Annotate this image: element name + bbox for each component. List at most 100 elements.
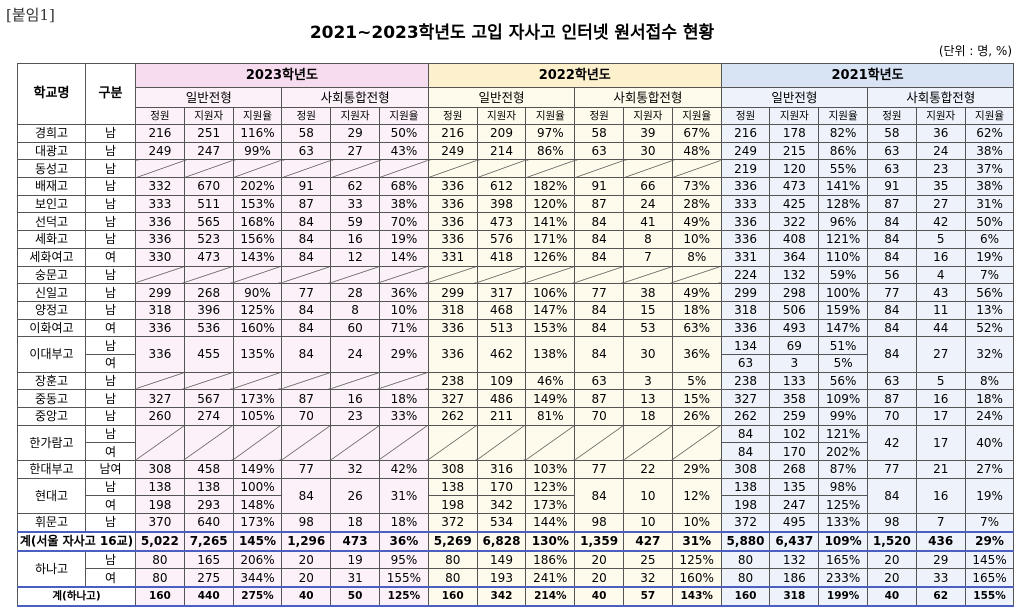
- empty-cell: [281, 159, 332, 179]
- empty-cell: [574, 424, 624, 462]
- data-cell: 149%: [525, 389, 576, 408]
- gender: 남: [85, 230, 136, 249]
- data-cell: 7,265: [183, 530, 234, 552]
- data-cell: 138: [183, 477, 234, 497]
- header-year: 2021학년도: [720, 63, 1015, 88]
- data-cell: 81%: [525, 407, 576, 426]
- data-cell: 77: [867, 283, 917, 302]
- data-cell: 116%: [232, 124, 283, 143]
- data-cell: 178: [769, 124, 820, 143]
- data-cell: 29: [330, 124, 380, 143]
- table-row: 중앙고 남 260 274 105% 70 23 33% 262 211 81% 70 18 26% 262…: [17, 407, 1015, 426]
- data-cell: 259: [769, 407, 820, 426]
- data-cell: 145%: [964, 549, 1015, 570]
- table-row: 선덕고 남 336 565 168% 84 59 70% 336 473 141% 84 41 49% 33…: [17, 212, 1015, 232]
- gender: 남: [85, 336, 136, 355]
- data-cell: 159%: [818, 300, 869, 320]
- header-column: 지원자: [183, 107, 234, 125]
- data-cell: 70%: [378, 212, 429, 232]
- data-cell: 30: [623, 141, 673, 161]
- data-cell: 1,520: [867, 530, 917, 552]
- data-cell: 173%: [232, 513, 283, 533]
- data-cell: 58: [574, 124, 624, 143]
- empty-cell: [232, 265, 283, 285]
- data-cell: 39: [623, 124, 673, 143]
- data-cell: 32: [623, 568, 673, 588]
- data-cell: 84: [867, 318, 917, 338]
- data-cell: 77: [574, 283, 624, 302]
- table-row: 세화여고 여 330 473 143% 84 12 14% 331 418 126% 84 7 8% 331…: [17, 247, 1015, 267]
- data-cell: 298: [769, 283, 820, 302]
- data-cell: 247: [183, 141, 234, 161]
- data-cell: 17: [915, 424, 966, 462]
- data-cell: 24: [623, 194, 673, 214]
- header-column: 지원자: [769, 107, 820, 125]
- data-cell: 70: [574, 407, 624, 426]
- data-cell: 132: [769, 265, 820, 285]
- table-row: 계(하나고) 160 440 275% 40 50 125% 160 342 214% 40 57 14…: [17, 585, 1015, 607]
- table-row: 세화고 남 336 523 156% 84 16 19% 336 576 171% 84 8 10% 336…: [17, 230, 1015, 249]
- empty-cell: [476, 265, 527, 285]
- data-cell: 198: [720, 495, 771, 515]
- data-cell: 331: [427, 247, 478, 267]
- data-cell: 58: [867, 124, 917, 143]
- data-cell: 29%: [378, 336, 429, 373]
- data-cell: 16: [915, 477, 966, 515]
- data-cell: 3: [769, 353, 820, 373]
- data-cell: 138%: [525, 336, 576, 373]
- data-cell: 1,359: [574, 530, 624, 552]
- data-cell: 31: [330, 568, 380, 588]
- empty-cell: [427, 265, 478, 285]
- data-cell: 436: [915, 530, 966, 552]
- empty-cell: [427, 159, 478, 179]
- data-cell: 135: [769, 477, 820, 497]
- data-cell: 4: [915, 265, 966, 285]
- data-cell: 84: [574, 247, 624, 267]
- data-cell: 160: [720, 585, 771, 607]
- data-cell: 15%: [671, 389, 722, 408]
- data-cell: 670: [183, 177, 234, 196]
- data-cell: 87: [281, 389, 332, 408]
- data-cell: 141%: [525, 212, 576, 232]
- data-cell: 120: [769, 159, 820, 179]
- header-track: 사회통합전형: [867, 87, 1015, 108]
- empty-cell: [378, 159, 429, 179]
- empty-cell: [378, 371, 429, 391]
- data-cell: 5: [915, 371, 966, 391]
- data-cell: 293: [183, 495, 234, 515]
- empty-cell: [378, 265, 429, 285]
- data-cell: 318: [427, 300, 478, 320]
- data-cell: 84: [574, 336, 624, 373]
- data-cell: 100%: [232, 477, 283, 497]
- data-cell: 42: [915, 212, 966, 232]
- header-column: 지원율: [964, 107, 1015, 125]
- data-cell: 24%: [964, 407, 1015, 426]
- data-cell: 33: [915, 568, 966, 588]
- data-cell: 336: [427, 194, 478, 214]
- data-cell: 143%: [671, 585, 722, 607]
- data-cell: 473: [476, 212, 527, 232]
- empty-cell: [281, 371, 332, 391]
- data-cell: 523: [183, 230, 234, 249]
- data-cell: 84: [281, 300, 332, 320]
- data-cell: 109%: [818, 530, 869, 552]
- data-cell: 7%: [964, 513, 1015, 533]
- data-cell: 63: [720, 353, 771, 373]
- data-cell: 20: [574, 549, 624, 570]
- data-cell: 98: [281, 513, 332, 533]
- data-cell: 29: [915, 549, 966, 570]
- data-cell: 336: [720, 212, 771, 232]
- data-cell: 336: [427, 177, 478, 196]
- data-cell: 29%: [671, 460, 722, 479]
- data-cell: 327: [427, 389, 478, 408]
- data-cell: 199%: [818, 585, 869, 607]
- data-cell: 73%: [671, 177, 722, 196]
- table-row: 여 84 170 202%: [18, 442, 1014, 462]
- data-cell: 86%: [525, 141, 576, 161]
- data-cell: 87: [867, 194, 917, 214]
- data-cell: 233%: [818, 568, 869, 588]
- data-cell: 513: [476, 318, 527, 338]
- data-cell: 186%: [525, 549, 576, 570]
- empty-cell: [525, 424, 576, 462]
- data-cell: 84: [574, 212, 624, 232]
